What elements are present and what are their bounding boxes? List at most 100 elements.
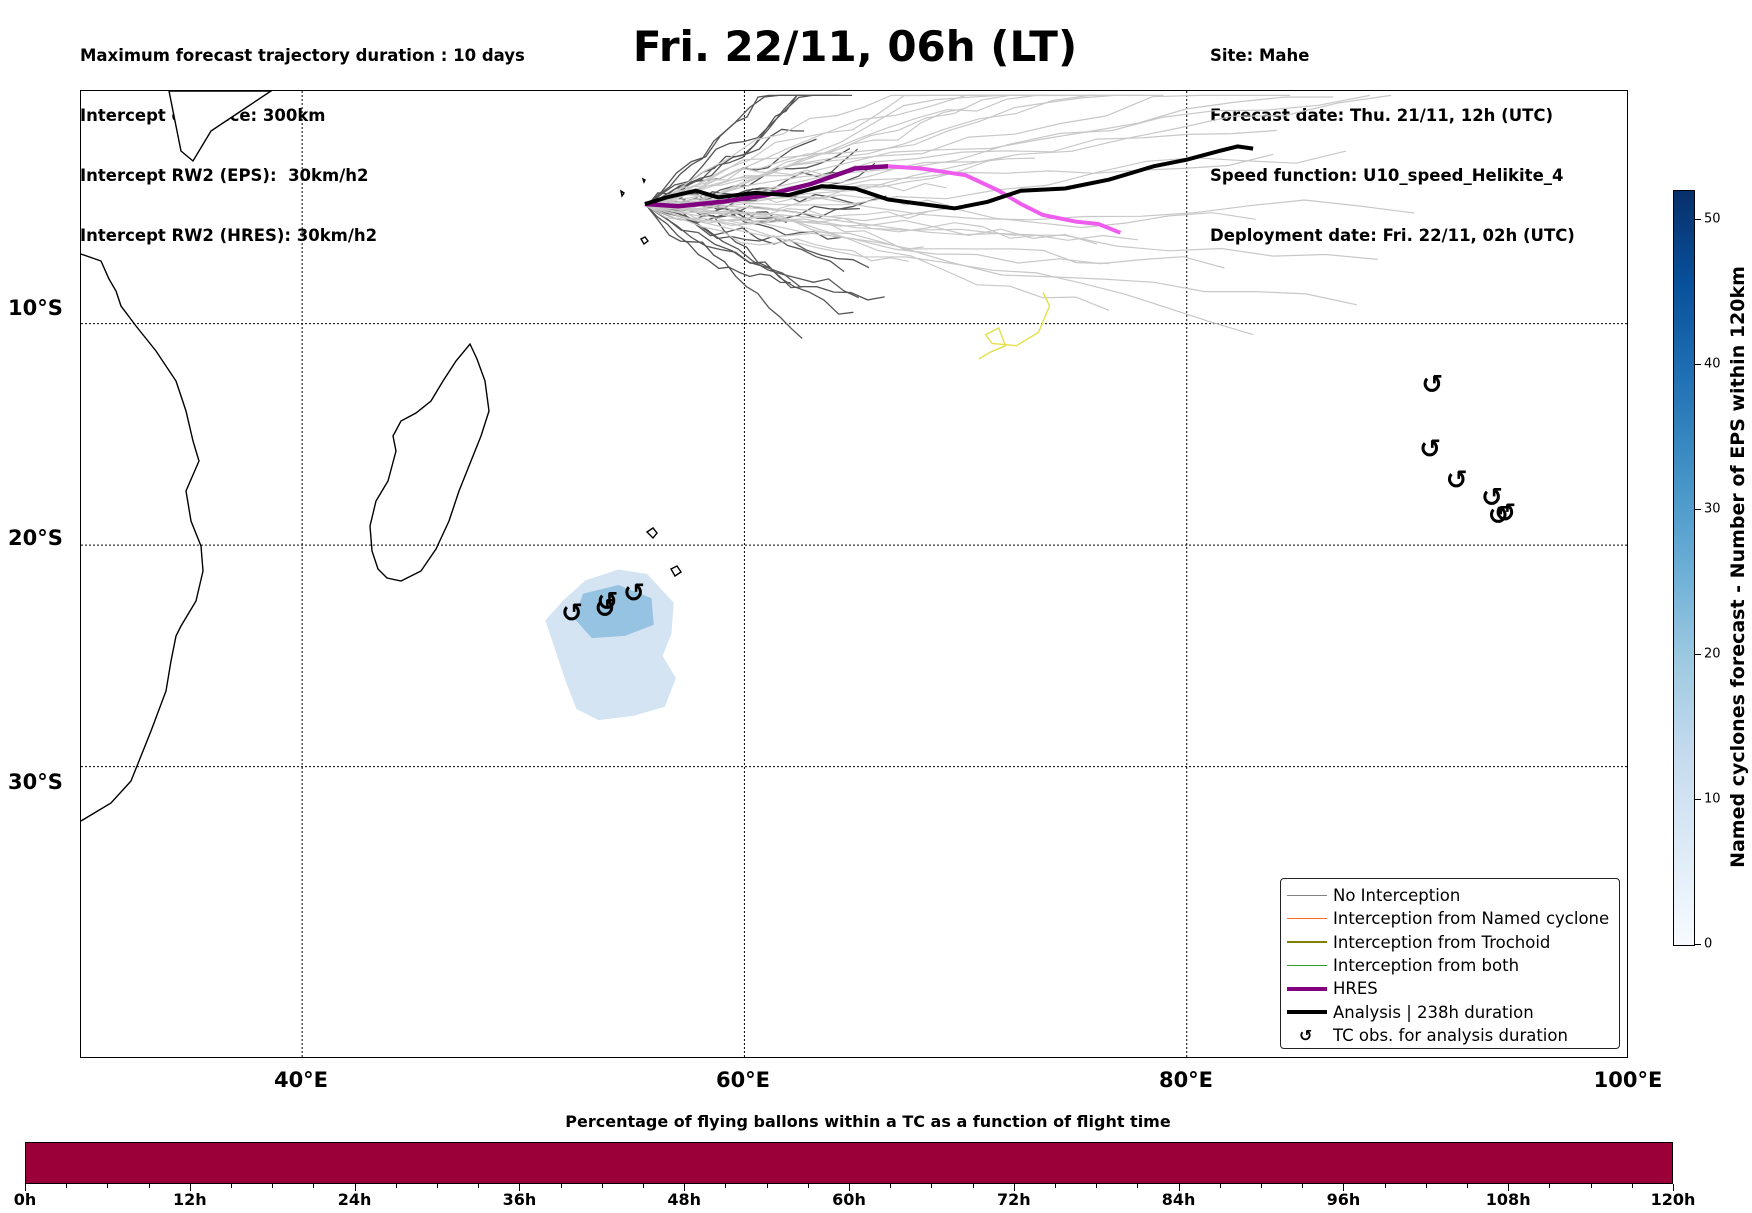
tc-obs-icon: ↺ xyxy=(1494,499,1516,529)
colorbar-tick-label: 40 xyxy=(1704,356,1721,372)
flight-time-tick xyxy=(766,1184,768,1188)
eps-trajectory xyxy=(646,205,845,273)
flight-time-tick xyxy=(725,1184,727,1188)
map-panel[interactable]: ↺ ↺ ↺ ↺ ↺ ↺ ↺ ↺ ↺ ↺ xyxy=(80,90,1628,1058)
flight-time-tick-label: 48h xyxy=(667,1190,702,1209)
colorbar-tick-label: 30 xyxy=(1704,501,1721,517)
flight-time-tick xyxy=(1137,1184,1139,1188)
legend-swatch xyxy=(1287,1001,1327,1024)
flight-time-tick xyxy=(313,1184,315,1188)
flight-time-tick xyxy=(1673,1184,1674,1191)
eps-trajectory xyxy=(646,205,1254,336)
africa-horn-coast xyxy=(168,91,273,163)
map-canvas: ↺ ↺↺ ↺↺↺↺↺↺↺ xyxy=(81,91,1627,1057)
lon-label-40e: 40°E xyxy=(273,1068,329,1092)
header-right: Site: Mahe Forecast date: Thu. 21/11, 12… xyxy=(1210,6,1575,266)
header-left-line: Intercept RW2 (EPS): 30km/h2 xyxy=(80,166,369,185)
flight-time-tick-label: 36h xyxy=(502,1190,537,1209)
flight-time-tick xyxy=(849,1184,850,1191)
eps-trajectory xyxy=(646,94,1115,207)
tc-obs-icon: ↺ xyxy=(1446,465,1468,495)
tc-obs-icon: ↺ xyxy=(1488,501,1510,531)
flight-time-tick xyxy=(1178,1184,1180,1191)
flight-time-tick xyxy=(519,1184,521,1191)
legend-label: HRES xyxy=(1333,979,1378,999)
flight-time-tick xyxy=(1013,1184,1015,1191)
eps-trajectory xyxy=(646,205,1225,269)
mahe-island xyxy=(640,236,649,246)
eps-trajectory xyxy=(646,94,1027,207)
colorbar-title: Named cyclones forecast - Number of EPS … xyxy=(1727,266,1749,868)
flight-time-tick xyxy=(1219,1184,1221,1188)
colorbar-tick xyxy=(1695,799,1701,800)
eps-trajectory xyxy=(646,205,885,301)
flight-time-tick xyxy=(189,1184,191,1191)
flight-time-tick xyxy=(601,1184,603,1188)
eps-trajectory xyxy=(647,205,1110,265)
flight-time-tick xyxy=(107,1184,109,1188)
eps-trajectory xyxy=(647,205,1378,260)
legend-line xyxy=(1287,918,1327,920)
legend-line xyxy=(1287,964,1327,967)
flight-time-tick-label: 72h xyxy=(996,1190,1031,1209)
flight-time-tick xyxy=(1343,1184,1345,1191)
eps-trajectory xyxy=(646,107,967,207)
colorbar-tick-label: 50 xyxy=(1704,211,1721,227)
tc-obs-icon: ↺ xyxy=(594,594,616,624)
flight-time-tick xyxy=(66,1184,68,1188)
legend-label: Analysis | 238h duration xyxy=(1333,1002,1534,1022)
colorbar xyxy=(1673,190,1695,946)
flight-time-tick xyxy=(1467,1184,1468,1188)
flight-time-tick-label: 84h xyxy=(1161,1190,1196,1209)
legend-line xyxy=(1287,1010,1327,1014)
cyclone-density-layer xyxy=(545,569,676,721)
colorbar-tick xyxy=(1695,944,1701,945)
eps-trajectory xyxy=(647,205,1139,241)
flight-time-tick-label: 12h xyxy=(172,1190,207,1209)
flight-time-tick-label: 120h xyxy=(1650,1190,1696,1209)
lon-label-60e: 60°E xyxy=(715,1068,771,1092)
flight-time-tick xyxy=(1055,1184,1056,1188)
flight-time-tick xyxy=(1631,1184,1633,1188)
legend-swatch xyxy=(1287,884,1327,907)
flight-time-tick xyxy=(25,1184,26,1191)
header-right-line: Site: Mahe xyxy=(1210,46,1310,65)
legend-label: Interception from both xyxy=(1333,955,1520,975)
header-right-line: Deployment date: Fri. 22/11, 02h (UTC) xyxy=(1210,226,1575,245)
flight-time-tick xyxy=(354,1184,356,1191)
header-left-line: Maximum forecast trajectory duration : 1… xyxy=(80,46,525,65)
legend-label: TC obs. for analysis duration xyxy=(1333,1025,1568,1045)
flight-time-bar xyxy=(25,1142,1673,1184)
legend-swatch xyxy=(1287,977,1327,1000)
eps-trajectory xyxy=(646,94,1067,207)
hres-track-tail xyxy=(888,164,1122,235)
tc-obs-icon: ↺ xyxy=(596,587,618,617)
legend: No Interception Interception from Named c… xyxy=(1280,878,1620,1049)
coastline-layer xyxy=(81,91,682,822)
legend-line xyxy=(1287,986,1327,991)
reunion-island xyxy=(645,527,658,540)
trochoid-highlight-track xyxy=(978,292,1051,360)
header-right-line: Forecast date: Thu. 21/11, 12h (UTC) xyxy=(1210,106,1554,125)
flight-time-tick xyxy=(560,1184,562,1188)
colorbar-tick-label: 0 xyxy=(1704,936,1713,952)
lat-label-10s: 10°S xyxy=(8,296,63,320)
flight-time-tick xyxy=(1261,1184,1262,1188)
eps-trajectory xyxy=(646,96,1334,207)
legend-label: Interception from Trochoid xyxy=(1333,932,1551,952)
madagascar-coast xyxy=(369,342,490,582)
flight-time-tick-label: 60h xyxy=(832,1190,866,1209)
flight-time-tick xyxy=(231,1184,232,1188)
lat-label-20s: 20°S xyxy=(8,526,63,550)
tc-obs-icon: ↺ xyxy=(1481,483,1503,513)
gridlines xyxy=(81,91,1627,1057)
eps-trajectory xyxy=(647,94,1371,207)
analysis-track xyxy=(644,144,1254,211)
flight-time-tick-label: 108h xyxy=(1485,1190,1531,1209)
eps-trajectory xyxy=(646,205,1110,311)
bottom-bar-title: Percentage of flying ballons within a TC… xyxy=(565,1112,1171,1131)
sri-lanka-arabian-islands xyxy=(619,177,646,198)
eps-trajectories xyxy=(646,94,1415,339)
flight-time-tick xyxy=(890,1184,892,1188)
flight-time-tick xyxy=(1096,1184,1098,1188)
